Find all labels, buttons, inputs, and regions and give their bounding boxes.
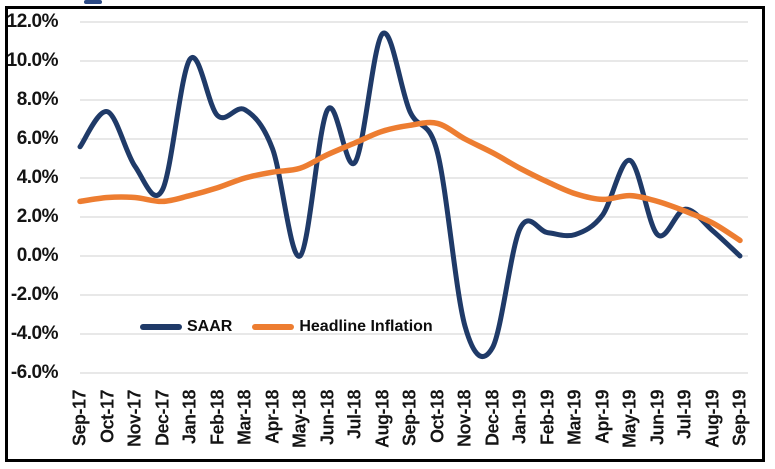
y-axis-tick-label: -2.0% — [10, 284, 59, 305]
y-axis-tick-label: 10.0% — [6, 50, 59, 71]
y-axis-tick-label: 0.0% — [16, 245, 59, 266]
legend-item-headline-inflation: Headline Inflation — [252, 318, 433, 336]
legend-label-saar: SAAR — [187, 318, 233, 335]
y-axis-tick-label: 4.0% — [16, 167, 59, 188]
y-axis-tick-label: 8.0% — [16, 89, 59, 110]
y-axis-tick-label: -4.0% — [10, 323, 59, 344]
legend-item-saar: SAAR — [140, 318, 232, 336]
chart-legend: SAAR Headline Inflation — [140, 318, 433, 336]
y-axis-tick-label: -6.0% — [10, 362, 59, 383]
headline-inflation-line — [77, 119, 743, 244]
y-axis-tick-label: 2.0% — [16, 206, 59, 227]
legend-label-headline-inflation: Headline Inflation — [299, 318, 433, 335]
y-axis-tick-label: 6.0% — [16, 128, 59, 149]
top-edge-cropped-artifact — [84, 0, 102, 4]
saar-line-swatch-icon — [140, 324, 182, 330]
headline-inflation-line-swatch-icon — [252, 324, 295, 330]
y-axis-tick-label: 12.0% — [6, 11, 59, 32]
saar-line — [77, 30, 743, 359]
